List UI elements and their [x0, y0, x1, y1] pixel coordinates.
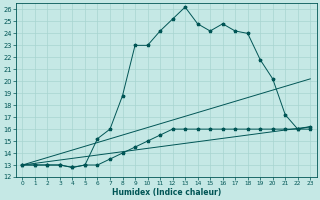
X-axis label: Humidex (Indice chaleur): Humidex (Indice chaleur) [112, 188, 221, 197]
